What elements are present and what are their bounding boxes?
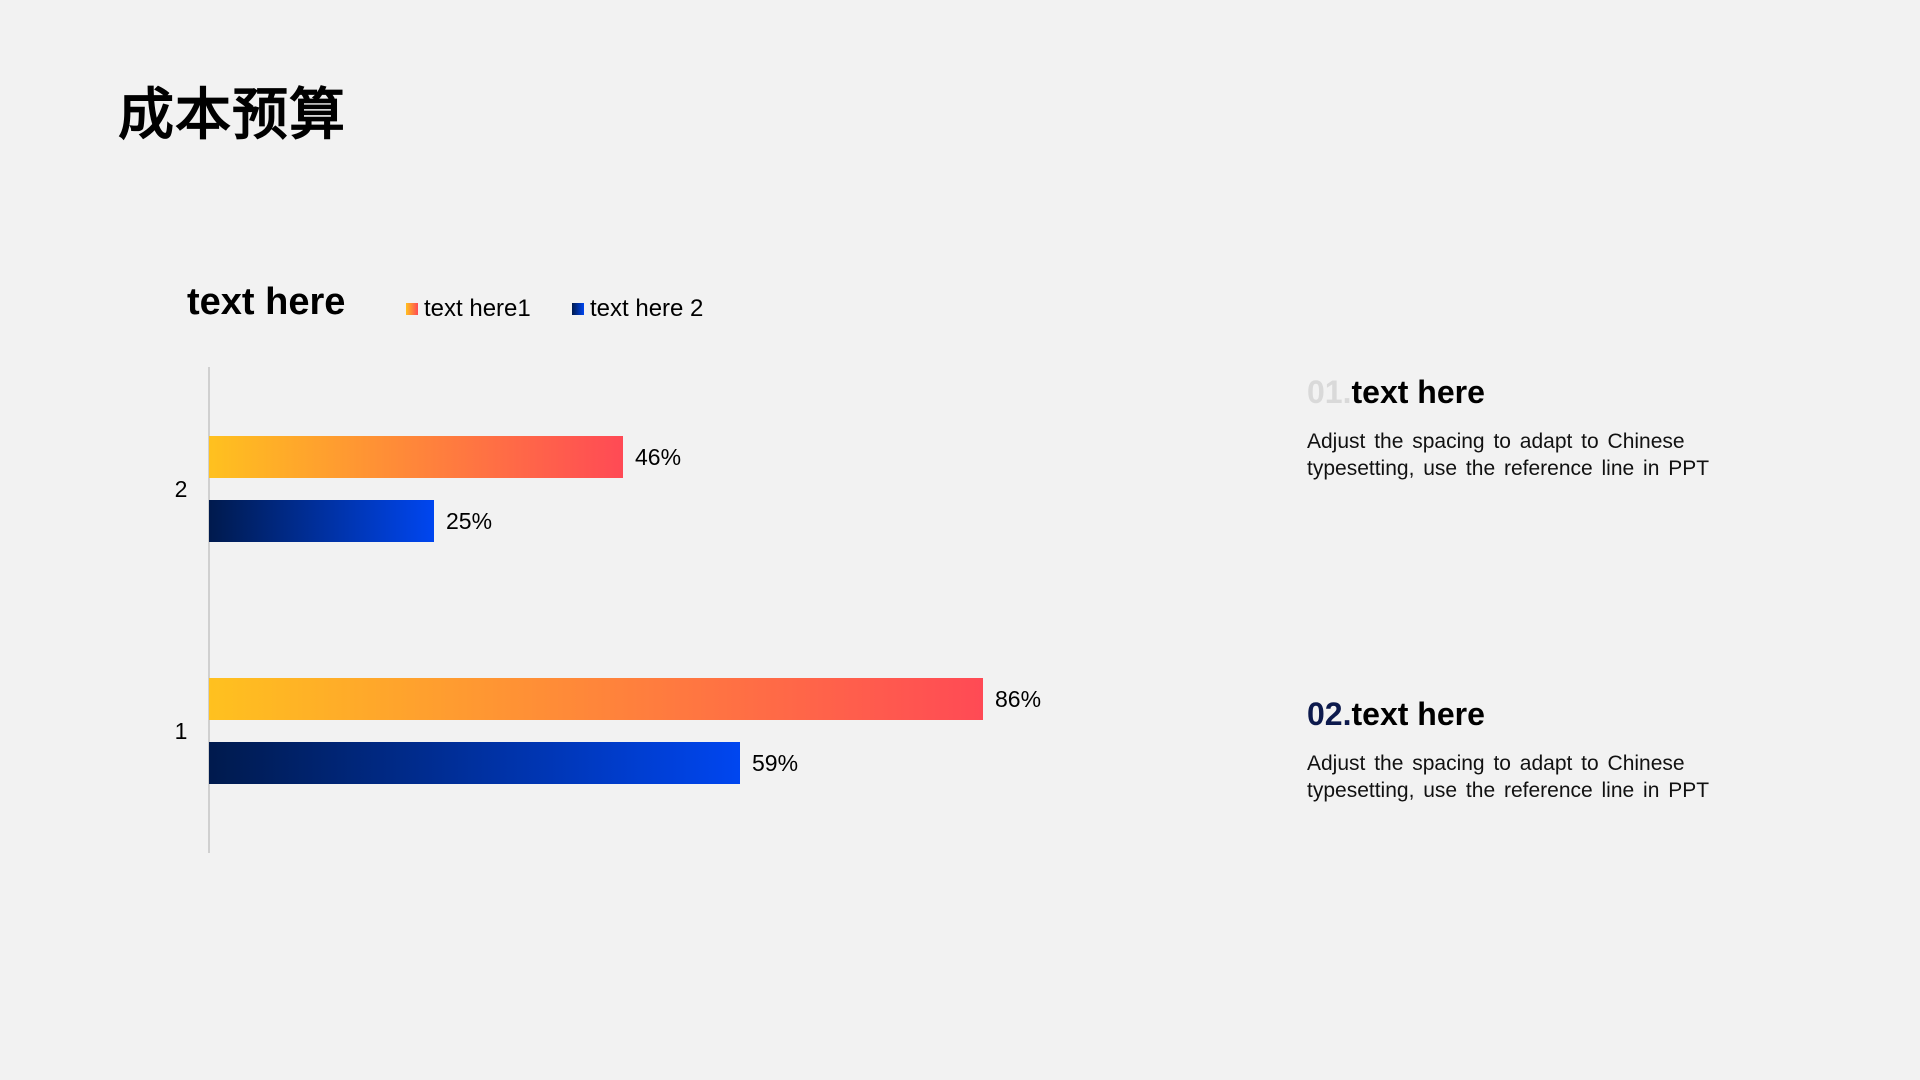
legend-item-series-2: text here 2 (572, 295, 704, 322)
info-heading-2: 02.text here (1307, 698, 1777, 730)
info-block-1: 01.text here Adjust the spacing to adapt… (1307, 376, 1777, 482)
chart-title: text here (187, 281, 346, 323)
info-heading-1: 01.text here (1307, 376, 1777, 408)
info-block-2: 02.text here Adjust the spacing to adapt… (1307, 698, 1777, 804)
info-description-2: Adjust the spacing to adapt to Chinese t… (1307, 752, 1710, 802)
info-number-2: 02. (1307, 696, 1352, 732)
info-number-1: 01. (1307, 374, 1352, 410)
legend-label-series-1: text here1 (424, 295, 531, 322)
bar-series-1-category-1 (209, 678, 983, 720)
legend-item-series-1: text here1 (406, 295, 531, 322)
data-label: 25% (446, 508, 492, 534)
bar-series-2-category-2 (209, 500, 434, 542)
data-label: 46% (635, 444, 681, 470)
category-tick-label: 1 (175, 718, 188, 744)
legend-label-series-2: text here 2 (590, 295, 704, 322)
info-title-1: text here (1351, 374, 1485, 410)
legend-swatch-series-1 (406, 303, 418, 315)
info-description-1: Adjust the spacing to adapt to Chinese t… (1307, 430, 1710, 480)
legend-swatch-series-2 (572, 303, 584, 315)
bar-series-1-category-2 (209, 436, 623, 478)
data-label: 59% (752, 750, 798, 776)
bar-series-2-category-1 (209, 742, 740, 784)
page-title: 成本预算 (118, 83, 346, 148)
info-title-2: text here (1351, 696, 1485, 732)
data-label: 86% (995, 686, 1041, 712)
category-tick-label: 2 (175, 476, 188, 502)
